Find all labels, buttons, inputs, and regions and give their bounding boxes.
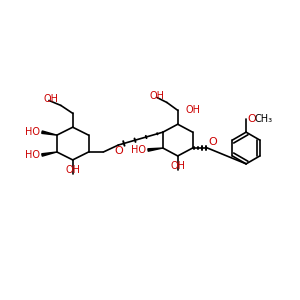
Text: HO: HO	[131, 145, 146, 155]
Text: OH: OH	[65, 165, 80, 175]
Text: OH: OH	[150, 92, 165, 101]
Polygon shape	[42, 131, 57, 135]
Text: HO: HO	[25, 150, 40, 160]
Polygon shape	[42, 152, 57, 156]
Text: HO: HO	[25, 127, 40, 137]
Text: O: O	[247, 114, 256, 124]
Text: O: O	[208, 137, 217, 147]
Text: CH₃: CH₃	[254, 114, 272, 124]
Text: OH: OH	[170, 161, 185, 171]
Polygon shape	[148, 148, 163, 151]
Text: OH: OH	[185, 105, 200, 115]
Text: OH: OH	[44, 94, 59, 104]
Text: O: O	[114, 146, 123, 156]
